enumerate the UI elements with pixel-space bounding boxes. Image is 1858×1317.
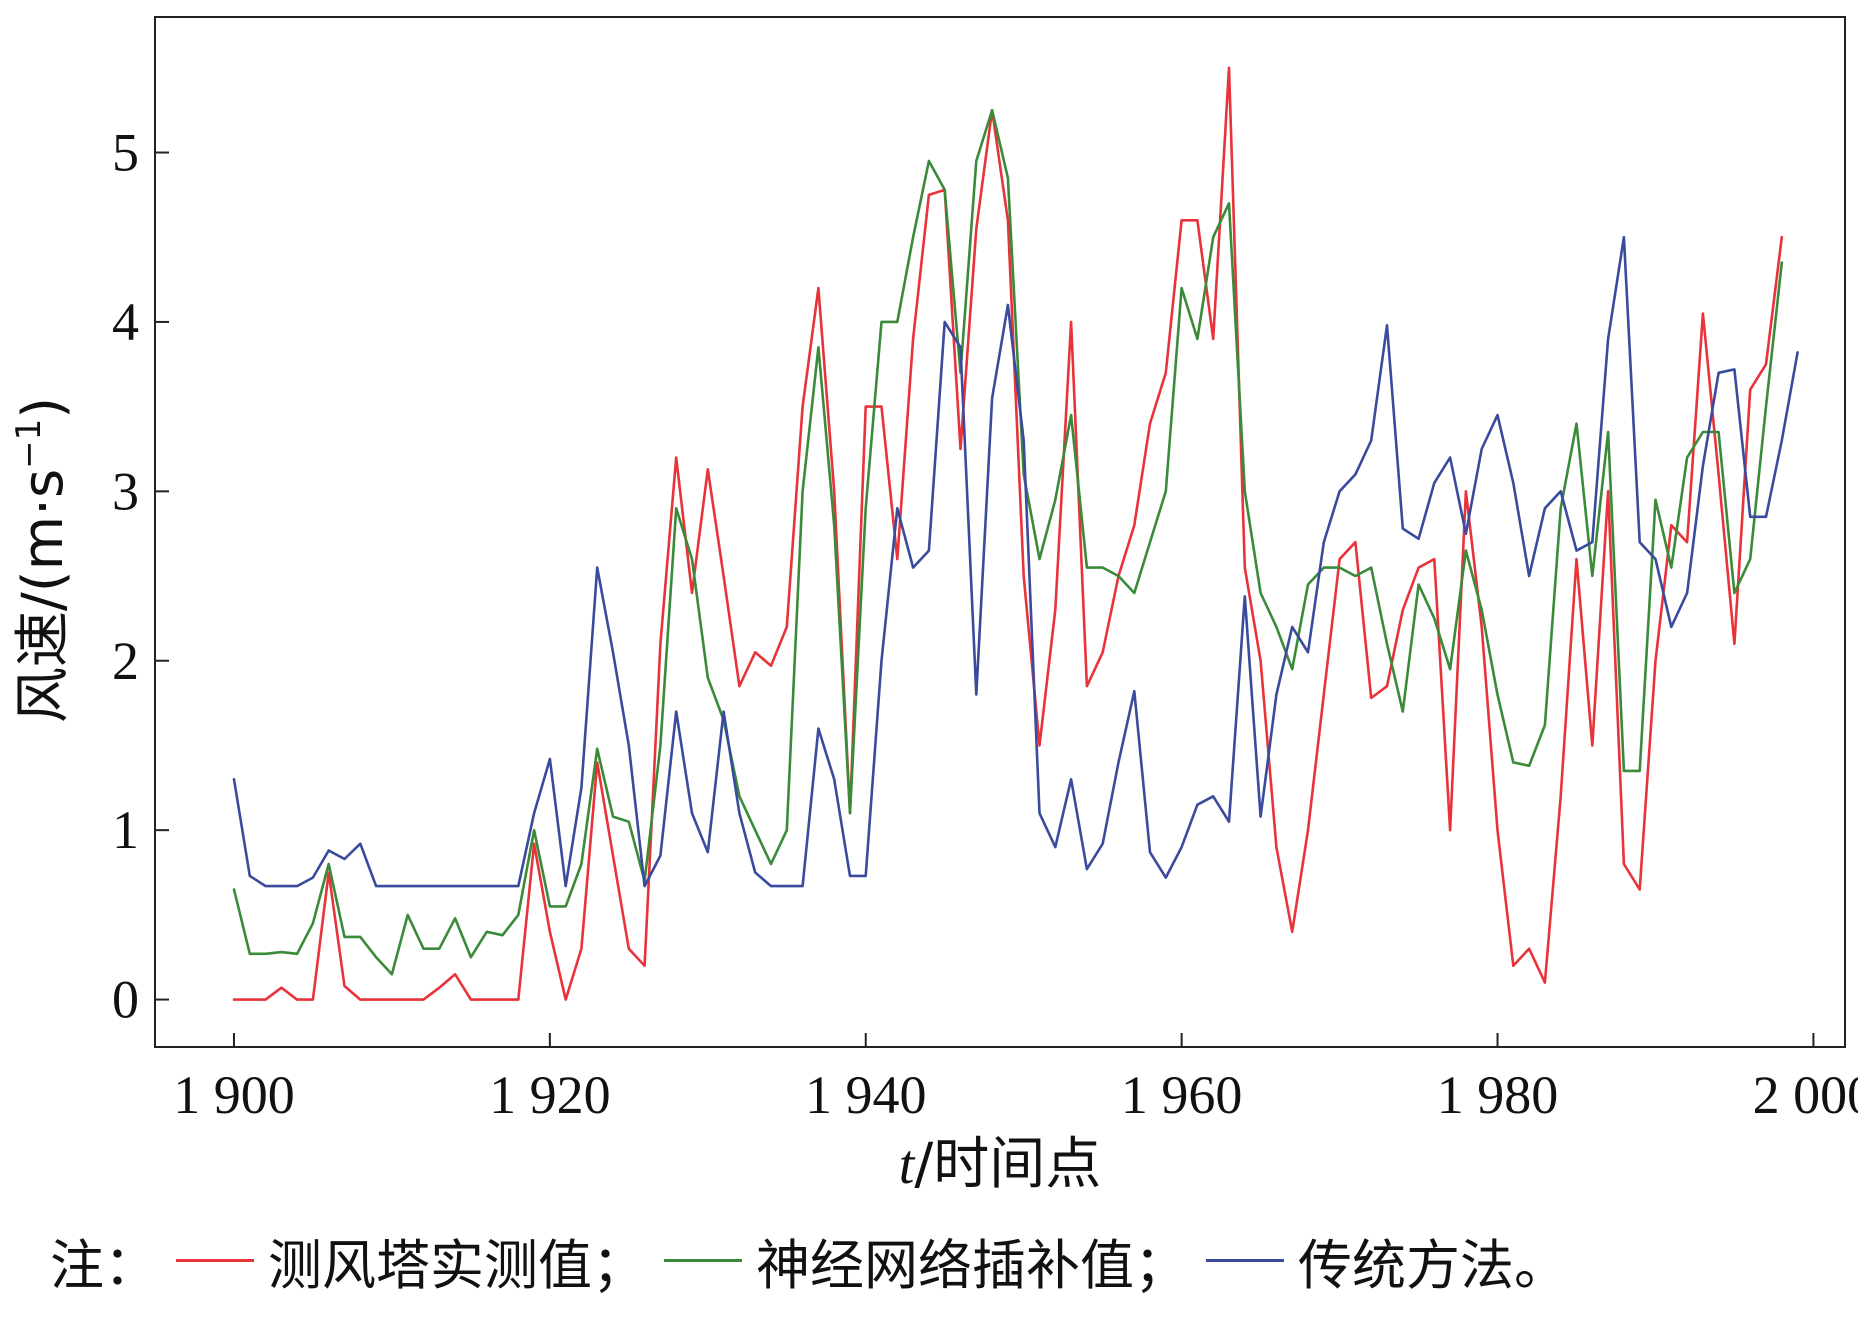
- y-tick-label: 0: [112, 970, 139, 1030]
- y-tick-label: 3: [112, 461, 139, 521]
- legend: 注： 测风塔实测值； 神经网络插补值； 传统方法。: [50, 1215, 1568, 1305]
- series-line-2: [232, 108, 1784, 976]
- y-axis-ticks: 0 1 2 3 4 5: [112, 123, 169, 1030]
- legend-swatch-neural-network: [664, 1258, 742, 1262]
- legend-label-neural-network: 神经网络插补值；: [756, 1233, 1188, 1297]
- legend-swatch-traditional: [1206, 1258, 1284, 1262]
- y-tick-label: 5: [112, 123, 139, 183]
- legend-swatch-measured: [176, 1258, 254, 1262]
- y-axis-title-text: 风速/(m·s: [11, 469, 76, 723]
- x-axis-ticks: 1 900 1 920 1 940 1 960 1 980 2 000: [173, 1033, 1858, 1125]
- series-layer: [232, 66, 1799, 1001]
- plot-area-frame: [154, 16, 1846, 1048]
- legend-label-traditional: 传统方法。: [1298, 1233, 1568, 1297]
- y-axis-title-sup: −1: [9, 419, 49, 469]
- x-tick-label: 2 000: [1753, 1065, 1858, 1125]
- y-tick-label: 2: [112, 631, 139, 691]
- x-tick-label: 1 980: [1437, 1065, 1559, 1125]
- x-axis-title: t/时间点: [899, 1132, 1101, 1197]
- x-axis-title-text: /时间点: [914, 1132, 1101, 1197]
- x-tick-label: 1 960: [1121, 1065, 1243, 1125]
- y-tick-label: 1: [112, 800, 139, 860]
- legend-prefix: 注：: [50, 1233, 158, 1297]
- series-line-1: [232, 66, 1784, 1001]
- y-axis-title: 风速/(m·s−1): [9, 397, 76, 723]
- y-tick-label: 4: [112, 292, 139, 352]
- y-axis-title-end: ): [11, 397, 76, 419]
- x-tick-label: 1 940: [805, 1065, 927, 1125]
- x-tick-label: 1 920: [489, 1065, 611, 1125]
- legend-label-measured: 测风塔实测值；: [268, 1233, 646, 1297]
- x-axis-title-italic: t: [899, 1134, 916, 1196]
- x-tick-label: 1 900: [173, 1065, 295, 1125]
- series-line-3: [232, 235, 1799, 888]
